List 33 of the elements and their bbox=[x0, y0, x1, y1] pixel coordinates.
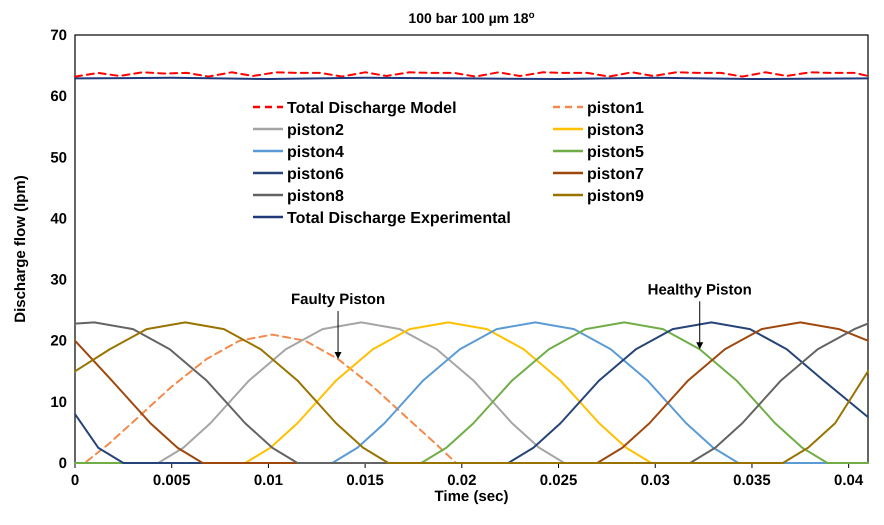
x-tick-label: 0 bbox=[70, 472, 80, 489]
legend-label: Total Discharge Experimental bbox=[287, 210, 511, 227]
chart-title: 100 bar 100 µm 18$^{o}$ bbox=[408, 10, 535, 26]
legend-label: piston9 bbox=[587, 188, 644, 205]
legend-label: piston5 bbox=[587, 144, 644, 161]
y-tick-label: 70 bbox=[50, 27, 67, 44]
legend-label: Total Discharge Model bbox=[287, 100, 457, 117]
y-tick-label: 50 bbox=[50, 149, 67, 166]
annotation: Healthy Piston bbox=[648, 281, 752, 298]
legend-label: piston4 bbox=[287, 144, 344, 161]
annotation: Faulty Piston bbox=[290, 291, 386, 308]
y-tick-label: 60 bbox=[50, 88, 67, 106]
legend-label: piston3 bbox=[587, 122, 644, 139]
x-axis-title: Time (sec) bbox=[434, 488, 508, 505]
x-tick-label: 0.01 bbox=[254, 472, 284, 489]
y-tick-label: 20 bbox=[50, 332, 67, 350]
y-tick-label: 30 bbox=[50, 272, 67, 289]
x-tick-label: 0.03 bbox=[640, 472, 670, 489]
x-tick-label: 0.04 bbox=[834, 472, 864, 489]
x-tick-label: 0.035 bbox=[733, 472, 771, 489]
y-tick-label: 0 bbox=[58, 455, 67, 472]
x-tick-label: 0.005 bbox=[152, 472, 190, 489]
legend-label: piston6 bbox=[287, 166, 344, 183]
y-axis-title: Discharge flow (lpm) bbox=[12, 175, 29, 323]
x-tick-label: 0.02 bbox=[447, 472, 476, 489]
x-tick-label: 0.015 bbox=[346, 472, 384, 489]
x-tick-label: 0.025 bbox=[540, 472, 578, 489]
y-tick-label: 40 bbox=[50, 210, 67, 228]
legend-label: piston2 bbox=[287, 122, 344, 139]
legend-label: piston8 bbox=[287, 188, 344, 205]
legend-label: piston7 bbox=[587, 166, 644, 183]
legend-label: piston1 bbox=[587, 100, 644, 117]
y-tick-label: 10 bbox=[50, 394, 67, 411]
